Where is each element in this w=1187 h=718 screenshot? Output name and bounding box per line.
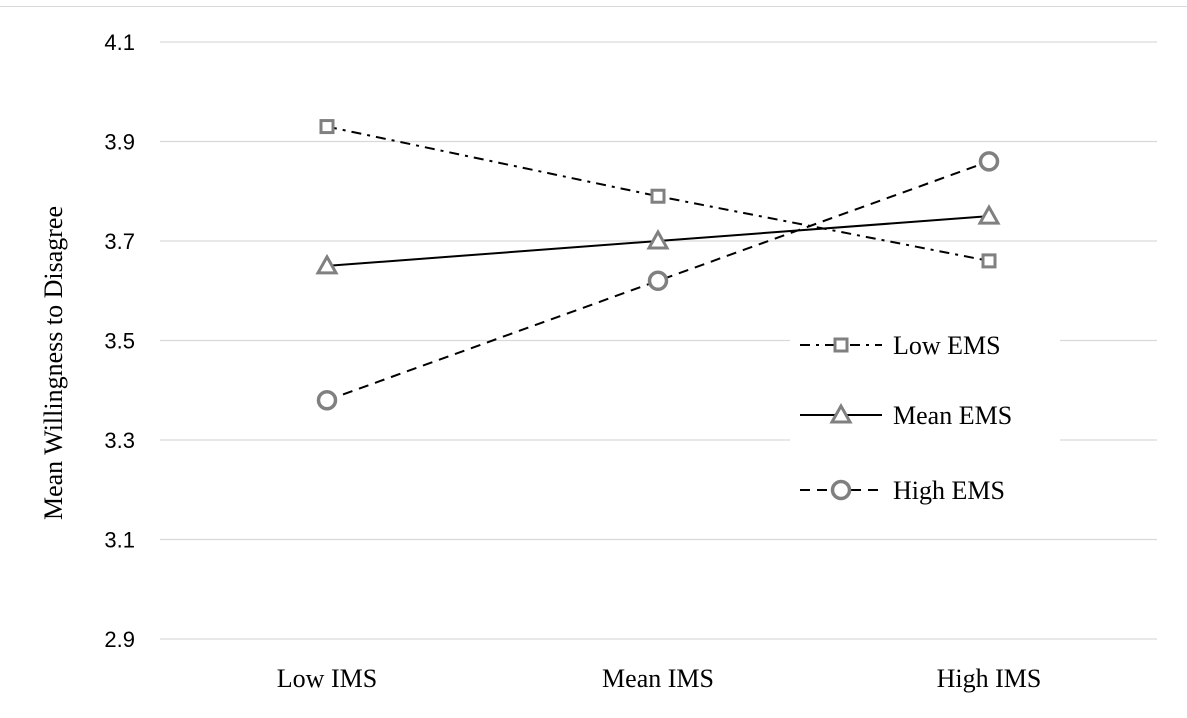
- y-tick-label: 3.9: [104, 130, 135, 155]
- legend-label-high-ems: High EMS: [893, 476, 1005, 505]
- y-tick-label: 2.9: [104, 627, 135, 652]
- data-point-high-ems: [647, 270, 669, 292]
- data-point-low-ems: [319, 119, 335, 135]
- x-category-label: Low IMS: [277, 664, 377, 693]
- data-point-high-ems: [316, 389, 338, 411]
- y-axis-label: Mean Willingness to Disagree: [39, 206, 68, 520]
- series-lines: [315, 119, 1001, 411]
- y-tick-label: 3.5: [104, 329, 135, 354]
- y-tick-label: 3.1: [104, 528, 135, 553]
- x-category-label: High IMS: [937, 664, 1042, 693]
- legend-marker-high-ems: [830, 479, 852, 501]
- x-category-label: Mean IMS: [602, 664, 714, 693]
- y-tick-label: 3.7: [104, 229, 135, 254]
- legend-label-low-ems: Low EMS: [893, 331, 1001, 360]
- series-line-high-ems: [326, 160, 990, 402]
- y-tick-label: 3.3: [104, 428, 135, 453]
- data-point-mean-ems: [315, 253, 339, 275]
- legend-marker-mean-ems: [829, 402, 853, 424]
- legend-marker-low-ems: [833, 337, 849, 353]
- data-point-mean-ems: [646, 228, 670, 250]
- legend: Low EMS Mean EMS High EMS: [790, 310, 1060, 520]
- data-point-mean-ems: [977, 204, 1001, 225]
- data-point-low-ems: [981, 253, 997, 269]
- top-border: [0, 6, 1187, 7]
- data-point-low-ems: [650, 188, 666, 204]
- legend-label-mean-ems: Mean EMS: [893, 401, 1012, 430]
- data-point-high-ems: [978, 151, 1000, 172]
- x-axis-categories: Low IMS Mean IMS High IMS: [277, 664, 1042, 693]
- y-tick-label: 4.1: [104, 30, 135, 55]
- y-axis-ticks: 2.9 3.1 3.3 3.5 3.7 3.9 4.1: [104, 30, 135, 652]
